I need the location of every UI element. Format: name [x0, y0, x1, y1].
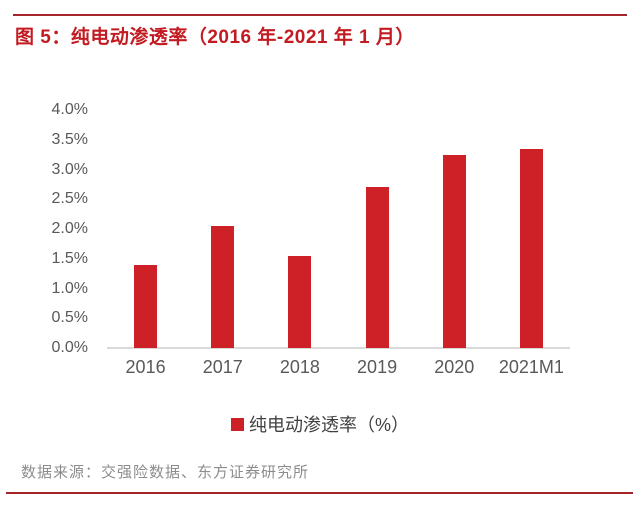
x-tick-label: 2020 [434, 357, 475, 377]
y-tick-label: 0.0% [51, 339, 88, 356]
bar-2018 [288, 255, 312, 348]
bar-2016 [134, 264, 158, 348]
legend-swatch-icon [230, 417, 244, 431]
y-tick-label: 2.5% [51, 190, 88, 208]
bar-2019 [365, 187, 389, 348]
bar-chart: 0.0% 0.5% 1.0% 1.5% 2.0% 2.5% 3.0% 3.5% 4.0% 201… [0, 101, 640, 437]
x-tick-label: 2018 [279, 357, 320, 377]
legend-label: 纯电动渗透率（%） [248, 415, 409, 435]
y-tick-label: 4.0% [51, 101, 88, 118]
y-tick-label: 2.0% [51, 220, 88, 237]
chart-legend: 纯电动渗透率（%） [0, 411, 640, 437]
x-tick-label: 2017 [202, 357, 243, 377]
x-tick-label: 2019 [357, 357, 398, 377]
figure-title: 图 5：纯电动渗透率（2016 年-2021 年 1 月） [15, 27, 415, 48]
bar-2017 [211, 226, 235, 348]
y-tick-label: 3.5% [51, 130, 88, 148]
bar-2021M1 [519, 148, 543, 348]
y-tick-label: 3.0% [51, 160, 88, 178]
y-tick-label: 0.5% [51, 309, 88, 327]
bar-2020 [442, 154, 466, 348]
data-source-note: 数据来源：交强险数据、东方证券研究所 [21, 464, 310, 481]
y-tick-label: 1.5% [51, 249, 88, 267]
x-tick-label: 2021M1 [498, 357, 564, 377]
x-axis-line [107, 347, 570, 349]
bottom-divider [6, 492, 633, 494]
x-tick-label: 2016 [125, 357, 166, 377]
top-divider [13, 14, 627, 16]
y-tick-label: 1.0% [51, 279, 88, 297]
